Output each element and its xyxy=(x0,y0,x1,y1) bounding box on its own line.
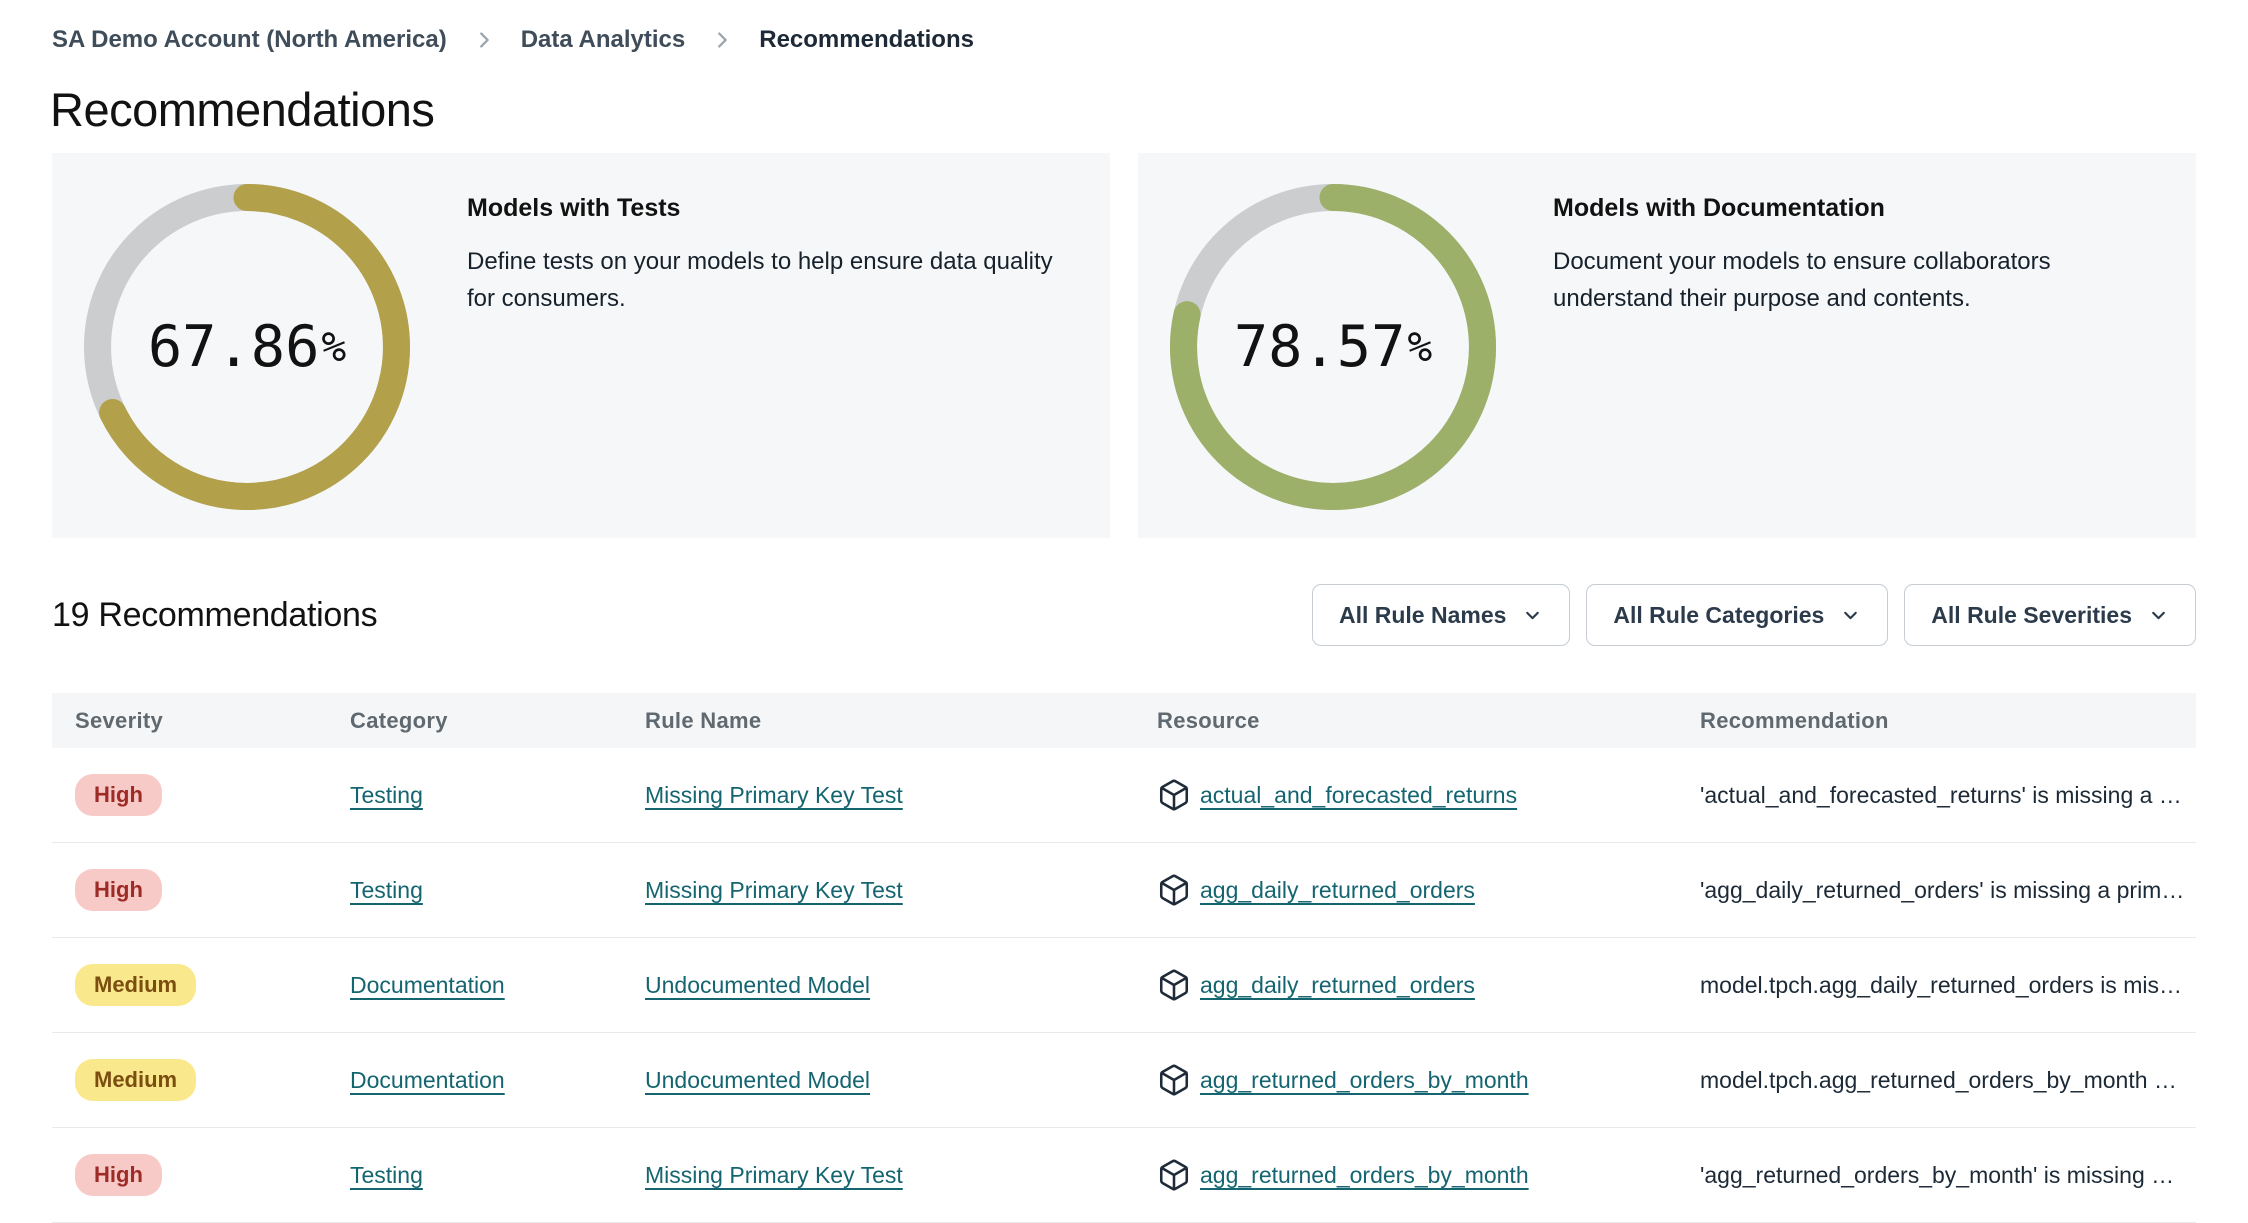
column-header-category: Category xyxy=(350,707,448,733)
donut-percent-label: 67.86% xyxy=(147,314,347,380)
column-header-severity: Severity xyxy=(75,707,164,733)
rule-name-link[interactable]: Missing Primary Key Test xyxy=(645,876,903,903)
card-description: Define tests on your models to help ensu… xyxy=(467,248,1053,313)
card-title: Models with Documentation xyxy=(1553,194,1885,222)
filter-rule-severities-button[interactable]: All Rule Severities xyxy=(1904,584,2196,646)
cube-icon xyxy=(1159,1159,1189,1191)
chevron-right-icon xyxy=(473,29,495,51)
card-models-with-documentation: 78.57% Models with Documentation Documen… xyxy=(1138,153,2196,538)
column-header-resource: Resource xyxy=(1157,707,1260,733)
severity-badge: High xyxy=(75,869,162,911)
filter-label: All Rule Severities xyxy=(1931,601,2132,628)
resource-link[interactable]: agg_returned_orders_by_month xyxy=(1200,1066,1529,1093)
table-header-row: Severity Category Rule Name Resource Rec… xyxy=(52,693,2196,748)
breadcrumb-item-project[interactable]: Data Analytics xyxy=(520,26,686,53)
recommendation-text: model.tpch.agg_returned_orders_by_month … xyxy=(1700,1066,2177,1093)
donut-arc xyxy=(83,183,411,511)
cube-icon xyxy=(1159,874,1189,906)
severity-badge: High xyxy=(75,1154,162,1196)
breadcrumb-item-account[interactable]: SA Demo Account (North America) xyxy=(52,26,447,53)
page-title: Recommendations xyxy=(50,83,435,136)
chevron-right-icon xyxy=(711,29,733,51)
resource-link[interactable]: agg_daily_returned_orders xyxy=(1200,876,1475,903)
category-link[interactable]: Testing xyxy=(350,1161,423,1188)
cube-icon xyxy=(1159,1064,1189,1096)
severity-badge: Medium xyxy=(75,964,197,1006)
table-row: High Testing Missing Primary Key Test ac… xyxy=(52,748,2196,843)
column-header-recommendation: Recommendation xyxy=(1700,707,1889,733)
breadcrumb-item-current: Recommendations xyxy=(759,26,974,53)
recommendation-text: model.tpch.agg_daily_returned_orders is … xyxy=(1700,971,2182,998)
filter-rule-categories-button[interactable]: All Rule Categories xyxy=(1586,584,1889,646)
resource-link[interactable]: agg_returned_orders_by_month xyxy=(1200,1161,1529,1188)
rule-name-link[interactable]: Undocumented Model xyxy=(645,1066,871,1093)
category-link[interactable]: Documentation xyxy=(350,971,505,998)
recommendation-text: 'actual_and_forecasted_returns' is missi… xyxy=(1700,781,2182,808)
summary-cards: 67.86% Models with Tests Define tests on… xyxy=(52,153,2196,538)
recommendations-count-title: 19 Recommendations xyxy=(52,595,378,634)
category-link[interactable]: Testing xyxy=(350,781,423,808)
rule-name-link[interactable]: Missing Primary Key Test xyxy=(645,781,903,808)
category-link[interactable]: Documentation xyxy=(350,1066,505,1093)
recommendation-text: 'agg_daily_returned_orders' is missing a… xyxy=(1700,876,2185,903)
resource-link[interactable]: actual_and_forecasted_returns xyxy=(1200,781,1518,808)
chevron-down-icon xyxy=(1844,611,1858,619)
list-header-row: 19 Recommendations All Rule Names All Ru… xyxy=(52,584,2196,646)
table-row: High Testing Missing Primary Key Test ag… xyxy=(52,843,2196,938)
table-row: Medium Documentation Undocumented Model … xyxy=(52,938,2196,1033)
card-title: Models with Tests xyxy=(467,194,681,222)
donut-chart-tests: 67.86% xyxy=(82,182,412,512)
category-link[interactable]: Testing xyxy=(350,876,423,903)
severity-badge: Medium xyxy=(75,1059,197,1101)
column-header-rule-name: Rule Name xyxy=(645,707,762,733)
cube-icon xyxy=(1159,779,1189,811)
filter-label: All Rule Categories xyxy=(1613,601,1825,628)
chevron-down-icon xyxy=(1526,611,1540,619)
breadcrumb: SA Demo Account (North America) Data Ana… xyxy=(0,0,2248,54)
card-models-with-tests: 67.86% Models with Tests Define tests on… xyxy=(52,153,1110,538)
rule-name-link[interactable]: Missing Primary Key Test xyxy=(645,1161,903,1188)
filter-label: All Rule Names xyxy=(1338,601,1507,628)
table-row: High Testing Missing Primary Key Test ag… xyxy=(52,1128,2196,1223)
recommendation-text: 'agg_returned_orders_by_month' is missin… xyxy=(1700,1161,2175,1188)
table-row: Medium Documentation Undocumented Model … xyxy=(52,1033,2196,1128)
recommendations-table: Severity Category Rule Name Resource Rec… xyxy=(52,693,2196,1223)
donut-percent-label: 78.57% xyxy=(1233,314,1433,380)
resource-link[interactable]: agg_daily_returned_orders xyxy=(1200,971,1475,998)
filter-rule-names-button[interactable]: All Rule Names xyxy=(1311,584,1571,646)
severity-badge: High xyxy=(75,774,162,816)
cube-icon xyxy=(1159,969,1189,1001)
rule-name-link[interactable]: Undocumented Model xyxy=(645,971,871,998)
donut-arc xyxy=(1169,183,1497,511)
chevron-down-icon xyxy=(2152,611,2165,619)
filters: All Rule Names All Rule Categories All R… xyxy=(1311,584,2196,646)
card-description: Document your models to ensure collabora… xyxy=(1553,248,2051,313)
donut-chart-documentation: 78.57% xyxy=(1168,182,1498,512)
